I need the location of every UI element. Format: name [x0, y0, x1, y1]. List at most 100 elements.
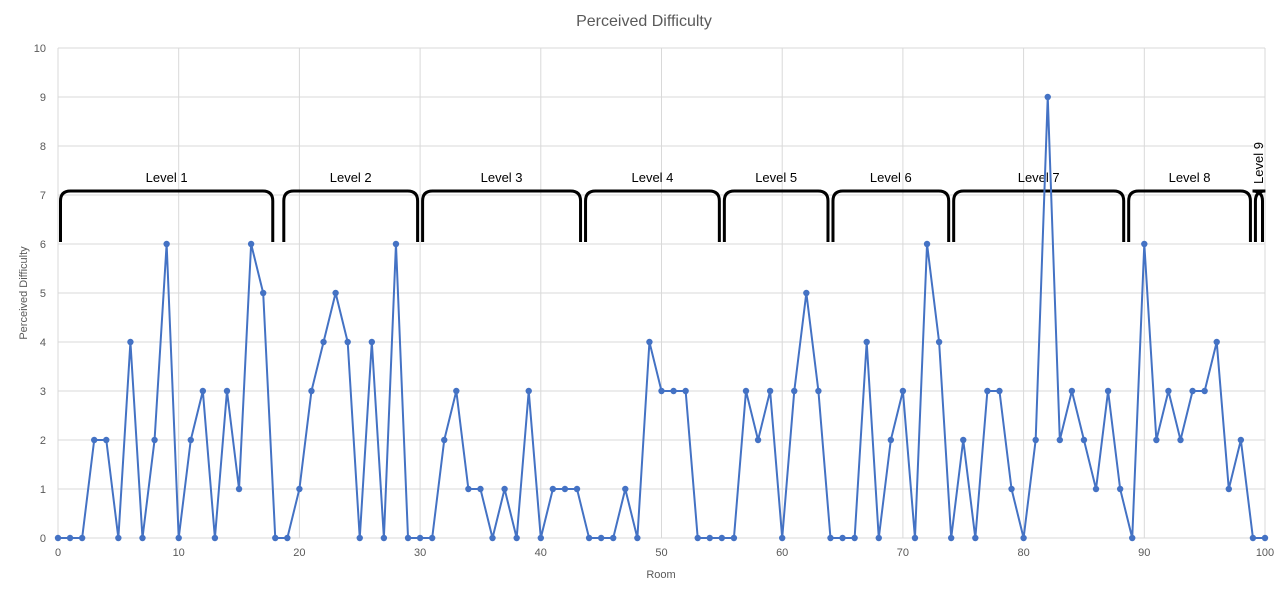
level-label: Level 3 — [481, 170, 523, 185]
y-tick-label: 10 — [34, 43, 46, 55]
data-point — [1189, 387, 1196, 395]
data-point — [66, 534, 74, 542]
data-point — [416, 534, 424, 542]
data-point — [1056, 436, 1064, 444]
data-point — [549, 485, 557, 493]
data-point — [1201, 387, 1208, 395]
data-point — [537, 534, 544, 542]
data-point — [356, 534, 363, 542]
x-tick-label: 30 — [414, 547, 426, 559]
x-axis-ticks: 0 10 20 30 40 50 60 70 80 90 100 — [55, 547, 1274, 559]
data-point — [1008, 485, 1015, 493]
level-label: Level 5 — [755, 170, 797, 185]
data-point — [91, 436, 98, 444]
x-tick-label: 20 — [293, 547, 305, 559]
level-label: Level 7 — [1018, 170, 1060, 185]
data-point — [573, 485, 581, 493]
x-tick-label: 10 — [173, 547, 185, 559]
y-tick-label: 5 — [40, 288, 46, 300]
data-point — [235, 485, 243, 493]
y-tick-label: 8 — [40, 141, 46, 153]
data-point — [163, 240, 170, 248]
x-tick-label: 40 — [535, 547, 547, 559]
level-bracket — [722, 189, 830, 242]
data-point — [803, 289, 810, 297]
data-point — [272, 534, 279, 542]
data-point — [960, 436, 967, 444]
data-point — [78, 534, 86, 542]
level-bracket — [421, 189, 583, 242]
data-point — [887, 436, 895, 444]
data-point — [308, 387, 315, 395]
data-point — [730, 534, 738, 542]
data-point — [404, 534, 412, 542]
level-bracket — [584, 189, 721, 242]
data-point — [1044, 93, 1051, 101]
data-point — [54, 534, 62, 542]
y-axis-label: Perceived Difficulty — [18, 246, 30, 340]
data-point — [453, 387, 460, 395]
data-point — [791, 387, 798, 395]
level-label: Level 4 — [631, 170, 673, 185]
data-point — [223, 387, 231, 395]
data-point — [766, 387, 774, 395]
data-point — [706, 534, 713, 542]
x-tick-label: 50 — [655, 547, 667, 559]
data-point — [489, 534, 496, 542]
level-bracket — [282, 189, 420, 242]
data-point — [1116, 485, 1124, 493]
y-tick-label: 4 — [40, 337, 46, 349]
data-point — [899, 387, 907, 395]
data-point — [501, 485, 508, 493]
level-brackets: Level 1 Level 2 Level 3 Level 4 Level 5 Level… — [59, 142, 1266, 242]
data-point — [211, 534, 219, 542]
data-point — [465, 485, 472, 493]
data-point — [259, 289, 267, 297]
level-label: Level 2 — [330, 170, 372, 185]
data-point — [585, 534, 593, 542]
data-point — [682, 387, 689, 395]
data-point — [513, 534, 520, 542]
data-point — [597, 534, 605, 542]
data-point — [1225, 485, 1232, 493]
level-bracket — [59, 189, 275, 242]
data-point — [139, 534, 146, 542]
data-point — [368, 338, 376, 346]
y-tick-label: 2 — [40, 435, 46, 447]
data-point — [911, 534, 919, 542]
data-point — [984, 387, 991, 395]
y-tick-label: 3 — [40, 386, 46, 398]
x-tick-label: 0 — [55, 547, 61, 559]
x-axis-label: Room — [646, 569, 675, 581]
data-point — [332, 289, 339, 297]
data-point — [561, 485, 569, 493]
data-point — [1092, 485, 1100, 493]
level-bracket — [1127, 189, 1252, 242]
data-point — [779, 534, 786, 542]
data-point — [127, 338, 134, 346]
data-point — [1213, 338, 1220, 346]
data-point — [428, 534, 436, 542]
data-point — [996, 387, 1003, 395]
data-point — [935, 338, 943, 346]
level-label: Level 6 — [870, 170, 912, 185]
data-point — [187, 436, 194, 444]
data-point — [947, 534, 955, 542]
data-point — [284, 534, 291, 542]
y-tick-label: 7 — [40, 190, 46, 202]
y-axis-ticks: 0 1 2 3 4 5 6 7 8 9 10 — [34, 43, 46, 545]
level-label: Level 8 — [1169, 170, 1211, 185]
data-point — [670, 387, 677, 395]
data-point — [1032, 436, 1039, 444]
data-point — [1104, 387, 1112, 395]
data-point — [247, 240, 255, 248]
data-point — [115, 534, 122, 542]
data-point — [1129, 534, 1136, 542]
y-tick-label: 1 — [40, 484, 46, 496]
data-point — [1153, 436, 1160, 444]
data-point — [923, 240, 931, 248]
data-point — [622, 485, 629, 493]
x-tick-label: 60 — [776, 547, 788, 559]
data-point — [1068, 387, 1076, 395]
